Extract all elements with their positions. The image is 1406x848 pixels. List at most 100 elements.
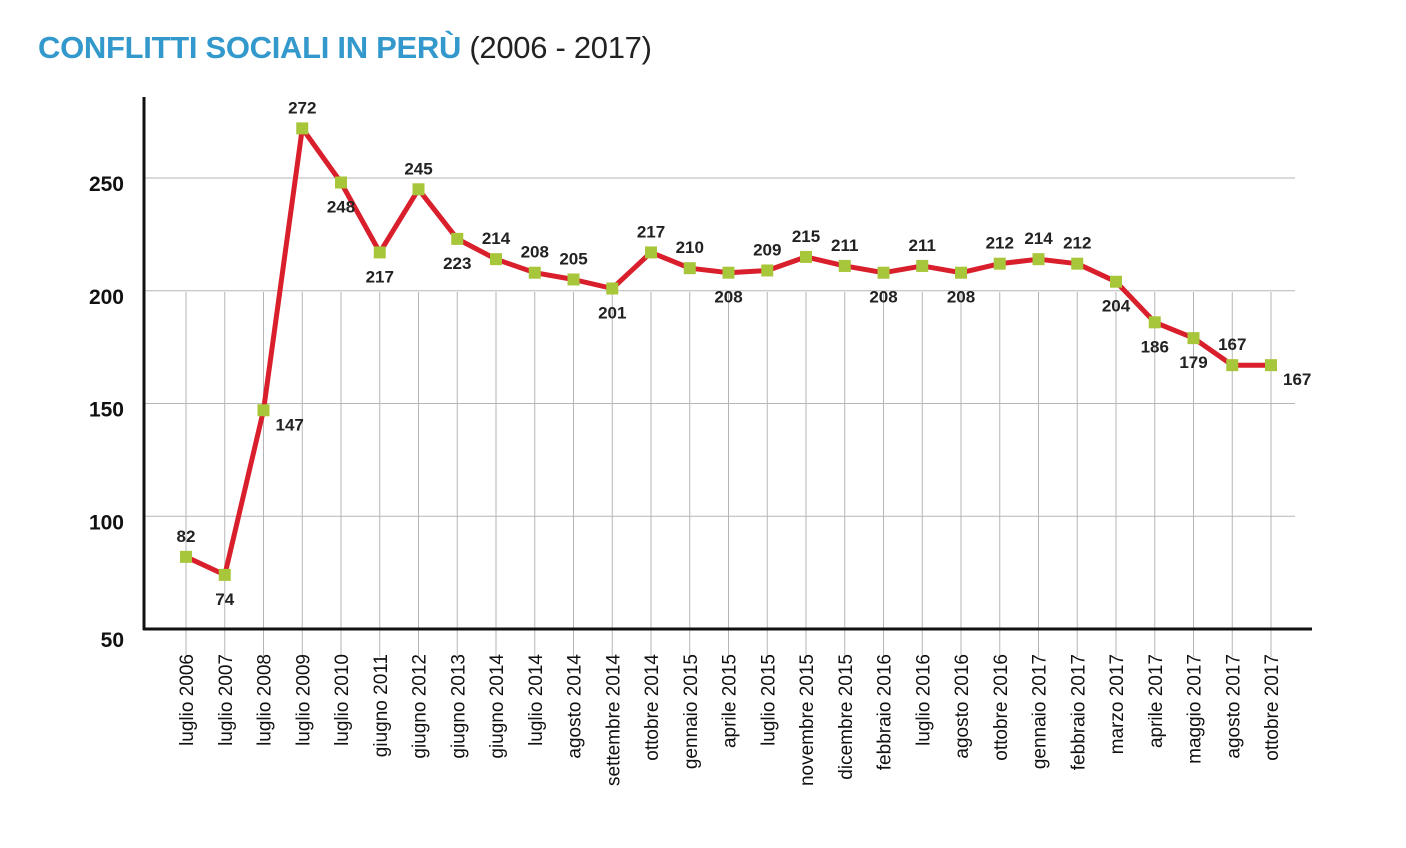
x-tick-label: febbraio 2016: [875, 654, 896, 770]
data-label: 74: [215, 590, 234, 609]
data-point: [412, 183, 425, 196]
x-tick-label: marzo 2017: [1107, 654, 1128, 754]
y-tick-label: 100: [89, 511, 124, 534]
data-label: 245: [404, 159, 432, 178]
chart-title: CONFLITTI SOCIALI IN PERÙ (2006 - 2017): [38, 30, 652, 66]
data-label: 211: [831, 236, 858, 255]
data-label: 208: [521, 243, 549, 262]
x-tick-label: luglio 2010: [332, 654, 353, 746]
data-point: [800, 250, 812, 263]
x-tick-label: luglio 2015: [758, 654, 779, 746]
x-tick-label: luglio 2016: [913, 654, 934, 746]
data-point: [916, 259, 929, 272]
x-tick-label: ottobre 2017: [1262, 654, 1283, 761]
y-tick-label: 200: [89, 286, 124, 309]
x-tick-label: luglio 2014: [526, 654, 547, 746]
data-point: [877, 266, 890, 279]
data-point: [993, 257, 1006, 270]
data-label: 167: [1218, 335, 1246, 354]
data-label: 214: [1024, 229, 1053, 248]
data-point: [1265, 359, 1277, 372]
data-labels: 82 74 147 272 248 217 245 223 214 208 205 201 217 210…: [177, 98, 1312, 608]
data-points: [180, 122, 1277, 581]
data-point: [1071, 257, 1084, 270]
data-label: 82: [177, 527, 196, 546]
data-point: [296, 122, 309, 135]
data-label: 167: [1283, 370, 1311, 389]
data-label: 205: [559, 249, 587, 268]
x-tick-label: giugno 2012: [410, 654, 431, 759]
data-label: 204: [1102, 297, 1131, 316]
x-tick-label: giugno 2011: [371, 654, 392, 757]
data-point: [335, 176, 347, 189]
x-tick-label: luglio 2008: [255, 654, 276, 746]
x-tick-label: settembre 2014: [603, 654, 624, 786]
y-axis-ticks: 50 100 150 200 250: [89, 173, 124, 652]
data-label: 201: [598, 303, 626, 322]
y-tick-label: 150: [89, 399, 124, 422]
x-tick-label: luglio 2007: [216, 654, 237, 746]
x-tick-label: aprile 2015: [720, 654, 741, 748]
data-label: 147: [276, 415, 304, 434]
data-point: [218, 568, 231, 581]
data-point: [722, 266, 735, 279]
x-tick-label: agosto 2017: [1223, 654, 1244, 759]
data-label: 217: [637, 222, 665, 241]
data-label: 208: [869, 288, 897, 307]
x-tick-label: febbraio 2017: [1068, 654, 1089, 770]
x-tick-label: luglio 2006: [177, 654, 198, 746]
data-label: 211: [909, 236, 936, 255]
data-point: [180, 550, 192, 563]
data-label: 208: [947, 288, 975, 307]
data-point: [567, 273, 580, 286]
x-tick-label: maggio 2017: [1185, 654, 1206, 764]
data-point: [1226, 359, 1239, 372]
x-tick-label: agosto 2014: [565, 654, 586, 759]
data-point: [528, 266, 541, 279]
data-point: [1148, 316, 1161, 329]
x-tick-label: gennaio 2017: [1030, 654, 1051, 769]
chart-subtitle: (2006 - 2017): [469, 30, 652, 65]
data-point: [761, 264, 774, 277]
data-label: 210: [676, 238, 704, 257]
data-label: 208: [714, 288, 742, 307]
data-label: 212: [986, 234, 1014, 253]
x-tick-label: giugno 2014: [487, 654, 508, 759]
data-point: [1032, 253, 1045, 266]
data-point: [955, 266, 967, 279]
x-tick-label: ottobre 2016: [991, 654, 1012, 761]
data-label: 248: [327, 198, 355, 217]
data-point: [373, 246, 386, 259]
data-label: 212: [1063, 234, 1091, 253]
x-tick-label: aprile 2017: [1146, 654, 1167, 748]
axes: [142, 97, 1312, 631]
x-tick-label: luglio 2009: [293, 654, 314, 746]
data-label: 272: [288, 98, 316, 117]
data-point: [838, 259, 851, 272]
x-tick-label: giugno 2013: [448, 654, 469, 759]
data-point: [645, 246, 657, 259]
data-label: 209: [753, 240, 781, 259]
x-tick-label: ottobre 2014: [642, 654, 663, 761]
data-point: [490, 253, 502, 266]
data-point: [451, 232, 464, 245]
grid-lines: [144, 177, 1295, 657]
data-point: [1110, 275, 1122, 288]
x-tick-label: agosto 2016: [952, 654, 973, 759]
data-point: [257, 404, 270, 417]
data-label: 217: [366, 267, 394, 286]
data-point: [606, 282, 619, 295]
data-label: 214: [482, 229, 511, 248]
y-tick-label: 250: [89, 173, 124, 196]
x-tick-label: dicembre 2015: [836, 654, 857, 780]
data-label: 223: [443, 254, 471, 273]
data-point: [683, 262, 696, 275]
data-label: 186: [1141, 337, 1169, 356]
x-tick-label: gennaio 2015: [681, 654, 702, 769]
x-axis-ticks: luglio 2006 luglio 2007 luglio 2008 luglio …: [177, 654, 1283, 786]
y-tick-label: 50: [101, 629, 124, 652]
x-tick-label: novembre 2015: [797, 654, 818, 786]
chart-title-main: CONFLITTI SOCIALI IN PERÙ: [38, 30, 462, 65]
data-label: 215: [792, 227, 820, 246]
